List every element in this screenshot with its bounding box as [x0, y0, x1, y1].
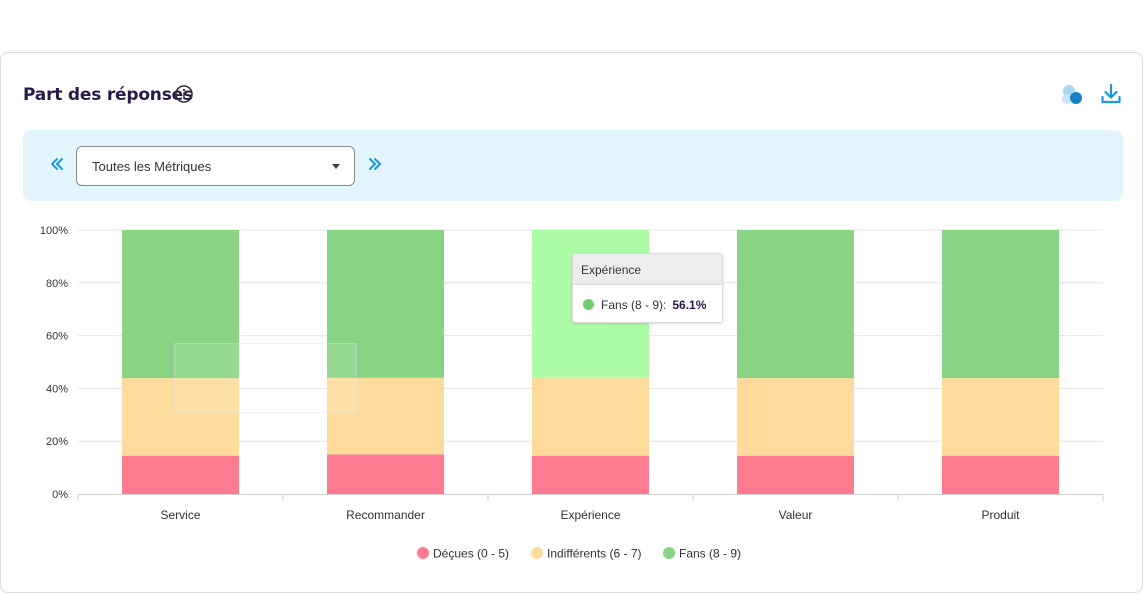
legend-label: Déçues (0 - 5): [433, 547, 509, 561]
bar-segment: [532, 455, 649, 494]
bar-segment: [327, 377, 444, 455]
bar-segment: [532, 378, 649, 456]
y-tick-label: 20%: [46, 436, 68, 448]
bar-segment: [737, 455, 854, 494]
y-tick-label: 80%: [46, 278, 68, 290]
y-tick-label: 40%: [46, 383, 68, 395]
card-title: Part des réponses: [23, 85, 193, 105]
double-chevron-left-icon[interactable]: [48, 155, 66, 173]
bar-segment: [737, 230, 854, 379]
bar-segment: [122, 455, 239, 494]
x-tick-label: Service: [160, 508, 200, 522]
faded-tooltip-remnant: [174, 343, 357, 413]
info-circle-icon[interactable]: [174, 84, 194, 104]
legend-label: Fans (8 - 9): [679, 547, 741, 561]
bar-segment: [327, 454, 444, 494]
tooltip-value: 56.1%: [672, 298, 707, 312]
legend-swatch: [417, 547, 429, 559]
chart-tooltip: Expérience Fans (8 - 9): 56.1%: [572, 253, 723, 323]
legend-label: Indifférents (6 - 7): [547, 547, 642, 561]
bar-segment: [327, 230, 444, 378]
double-chevron-right-icon[interactable]: [366, 155, 384, 173]
bar-segment: [942, 455, 1059, 494]
y-tick-label: 0%: [52, 489, 68, 501]
bar-segment: [942, 230, 1059, 379]
legend-swatch: [663, 547, 675, 559]
bar-segment: [942, 378, 1059, 456]
x-tick-label: Recommander: [346, 508, 425, 522]
y-tick-label: 100%: [40, 225, 68, 237]
metric-select[interactable]: Toutes les Métriques: [76, 146, 355, 186]
x-tick-label: Expérience: [560, 508, 620, 522]
x-tick-label: Valeur: [779, 508, 813, 522]
x-tick-label: Produit: [981, 508, 1020, 522]
legend-swatch: [531, 547, 543, 559]
tooltip-series-dot: [583, 299, 594, 310]
caret-down-icon: [332, 164, 340, 169]
bar-segment: [122, 230, 239, 379]
y-tick-label: 60%: [46, 331, 68, 343]
bar-segment: [122, 378, 239, 456]
metric-filter-bar: Toutes les Métriques: [23, 130, 1123, 201]
bar-segment: [737, 378, 854, 456]
metric-select-value: Toutes les Métriques: [92, 159, 212, 174]
tooltip-series-label: Fans (8 - 9):: [601, 298, 667, 312]
download-icon[interactable]: [1099, 82, 1123, 106]
bubbles-icon[interactable]: [1059, 82, 1085, 108]
tooltip-row: Fans (8 - 9): 56.1%: [583, 298, 706, 312]
tooltip-title: Expérience: [573, 254, 722, 285]
